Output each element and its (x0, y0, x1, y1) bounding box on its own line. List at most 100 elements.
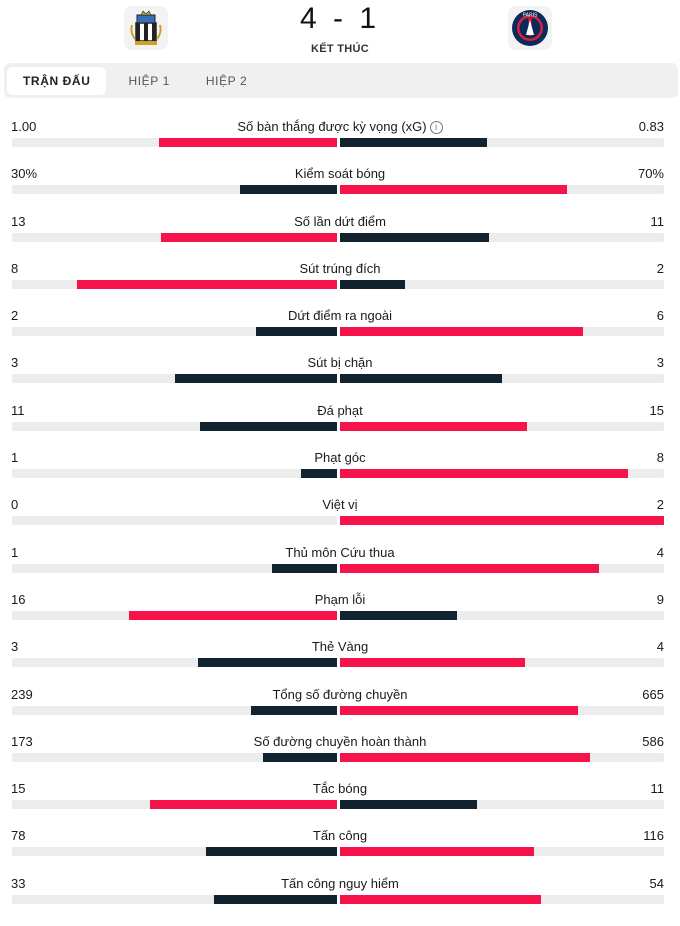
home-bar-track (12, 800, 337, 810)
home-value: 11 (11, 402, 25, 418)
home-value: 3 (11, 639, 19, 655)
home-bar (77, 279, 337, 289)
home-bar (251, 705, 337, 715)
away-value: 15 (649, 402, 664, 418)
info-icon[interactable]: i (429, 121, 443, 134)
away-bar (340, 469, 628, 479)
away-bar (340, 847, 534, 857)
stat-row: 13 Số lần dứt điểm 11 (0, 211, 680, 258)
tab-second-half[interactable]: HIỆP 2 (205, 73, 248, 88)
away-bar (340, 658, 526, 668)
home-bar (300, 469, 337, 479)
away-value: 6 (656, 308, 664, 324)
away-value: 11 (650, 213, 665, 229)
home-bar-track (12, 279, 337, 289)
home-value: 13 (11, 213, 26, 229)
stat-label: Sút trúng đích (0, 261, 680, 276)
home-bar (272, 563, 337, 573)
home-bar (197, 658, 337, 668)
psg-crest-icon[interactable]: PARIS (508, 6, 552, 50)
away-bar-track (340, 279, 664, 289)
away-bar (340, 232, 489, 242)
home-bar (129, 610, 337, 620)
home-bar (262, 752, 337, 762)
stat-row: 33 Tấn công nguy hiểm 54 (0, 873, 680, 920)
stat-label-text: Việt vị (322, 497, 358, 513)
stat-label: Số đường chuyền hoàn thành (0, 734, 680, 749)
away-value: 2 (656, 260, 664, 276)
home-bar-track (12, 658, 337, 668)
away-bar-track (340, 232, 664, 242)
stat-label: Dứt điểm ra ngoài (0, 308, 680, 323)
stat-row: 239 Tổng số đường chuyền 665 (0, 684, 680, 731)
stat-label: Việt vị (0, 497, 680, 512)
stat-label-text: Tắc bóng (312, 781, 368, 797)
away-bar-track (340, 800, 664, 810)
home-bar-track (12, 374, 337, 384)
home-bar-track (12, 847, 337, 857)
away-value: 4 (656, 639, 664, 655)
away-bar-track (340, 185, 664, 195)
away-value: 3 (656, 355, 664, 371)
stat-row: 3 Sút bị chặn 3 (0, 352, 680, 399)
away-bar-track (340, 752, 664, 762)
away-bar-track (340, 469, 664, 479)
home-bar-track (12, 563, 337, 573)
away-value: 0.83 (638, 119, 664, 134)
home-value: 15 (11, 781, 26, 797)
tab-first-half[interactable]: HIỆP 1 (128, 73, 170, 88)
home-value: 33 (11, 875, 26, 891)
away-value: 665 (642, 686, 664, 702)
stat-label: Tấn công (0, 828, 680, 843)
stat-label-text: Tấn công nguy hiểm (281, 875, 399, 891)
home-bar-track (12, 610, 337, 620)
away-bar-track (340, 516, 664, 526)
home-bar-track (12, 705, 337, 715)
stats-list: 1.00 Số bàn thắng được kỳ vọng (xG) i 0.83 3… (0, 116, 680, 920)
stat-row: 1.00 Số bàn thắng được kỳ vọng (xG) i 0.83 (0, 116, 680, 163)
newcastle-crest-icon[interactable] (124, 6, 168, 50)
home-bar-track (12, 421, 337, 431)
home-value: 1 (11, 544, 19, 560)
stat-row: 0 Việt vị 2 (0, 494, 680, 541)
away-value: 54 (649, 875, 664, 891)
away-bar-track (340, 421, 664, 431)
stat-row: 1 Thủ môn Cứu thua 4 (0, 542, 680, 589)
away-bar-track (340, 138, 664, 147)
home-bar-track (12, 516, 337, 526)
away-value: 9 (656, 591, 664, 607)
home-value: 16 (11, 591, 26, 607)
stat-row: 11 Đá phạt 15 (0, 400, 680, 447)
home-bar-track (12, 752, 337, 762)
tab-match[interactable]: TRẬN ĐẤU (7, 66, 107, 95)
home-bar (206, 847, 337, 857)
away-value: 586 (642, 733, 664, 749)
home-value: 173 (11, 733, 33, 749)
stat-row: 15 Tắc bóng 11 (0, 778, 680, 825)
stat-label-text: Tấn công (312, 828, 368, 844)
stat-row: 8 Sút trúng đích 2 (0, 258, 680, 305)
home-bar-track (12, 185, 337, 195)
stat-label-text: Sút trúng đích (299, 260, 381, 276)
stat-label: Đá phạt (0, 403, 680, 418)
home-bar (159, 138, 337, 147)
stat-label-text: Thẻ Vàng (311, 639, 369, 655)
period-tabs: TRẬN ĐẤU HIỆP 1 HIỆP 2 (4, 63, 678, 98)
stat-label: Tấn công nguy hiểm (0, 876, 680, 891)
stat-label: Kiểm soát bóng (0, 166, 680, 181)
stat-label: Thủ môn Cứu thua (0, 545, 680, 560)
away-bar (340, 516, 664, 526)
away-bar-track (340, 374, 664, 384)
away-bar (340, 894, 542, 904)
away-bar (340, 374, 502, 384)
away-bar-track (340, 705, 664, 715)
stat-label-text: Dứt điểm ra ngoài (287, 308, 393, 324)
stat-row: 3 Thẻ Vàng 4 (0, 636, 680, 683)
home-bar (239, 185, 337, 195)
home-bar (213, 894, 337, 904)
stat-label-text: Số bàn thắng được kỳ vọng (xG) (237, 119, 427, 134)
home-value: 1 (11, 450, 19, 466)
stat-label-text: Thủ môn Cứu thua (285, 544, 395, 560)
stat-label-text: Đá phạt (317, 402, 363, 418)
home-value: 2 (11, 308, 19, 324)
